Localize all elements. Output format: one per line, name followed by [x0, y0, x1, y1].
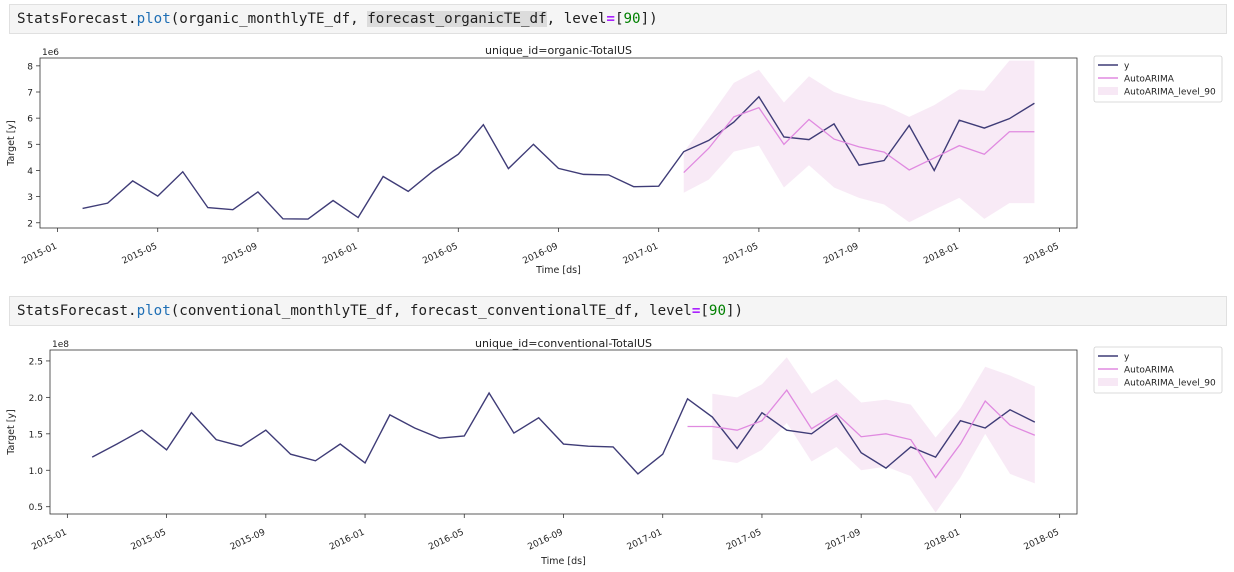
y-tick-label: 0.5 — [29, 503, 43, 513]
series-line-autoarima — [683, 106, 1035, 174]
x-tick-label: 2018-01 — [923, 528, 961, 553]
legend-label: AutoARIMA — [1124, 366, 1175, 376]
code-token: StatsForecast — [17, 303, 129, 319]
code-token: 90 — [623, 11, 641, 27]
x-tick-label: 2017-09 — [822, 242, 861, 267]
chart-title: unique_id=conventional-TotalUS — [475, 337, 652, 350]
legend-label: AutoARIMA_level_90 — [1124, 88, 1216, 98]
chart-conventional-svg: unique_id=conventional-TotalUS 1e8 0.5 1.0 1… — [6, 337, 1223, 567]
code-token: = — [606, 11, 615, 27]
x-axis-label: Time [ds] — [540, 556, 586, 567]
series-line-y — [82, 95, 1035, 220]
legend-box — [1093, 346, 1223, 394]
y-axis-label: Target [y] — [6, 120, 17, 166]
y-tick-label: 3 — [27, 193, 33, 203]
x-tick-label: 2017-09 — [824, 528, 863, 553]
x-tick-label: 2015-05 — [121, 242, 159, 267]
legend-box — [1093, 55, 1223, 103]
code-token: = — [691, 303, 701, 319]
y-tick-label: 4 — [27, 167, 33, 177]
x-tick-label: 2015-09 — [229, 528, 268, 553]
code-token: plot — [136, 303, 171, 319]
x-tick-label: 2016-09 — [521, 242, 560, 267]
x-tick-label: 2017-01 — [626, 528, 664, 553]
x-tick-label: 2018-05 — [1023, 528, 1061, 553]
x-tick-label: 2016-09 — [526, 528, 565, 553]
y-tick-label: 2 — [27, 219, 33, 229]
code-token: forecast_organicTE_df — [367, 11, 547, 27]
x-tick-label: 2018-01 — [922, 242, 960, 267]
y-tick-label: 7 — [27, 89, 33, 99]
axis-offset-text: 1e8 — [52, 340, 69, 350]
chart-organic-svg: unique_id=organic-TotalUS 1e6 2 3 4 5 6 7 8 2015-… — [6, 44, 1223, 276]
series-line-autoarima — [687, 388, 1036, 479]
legend-label: y — [1124, 353, 1130, 363]
confidence-band-level-90 — [683, 60, 1035, 223]
axis-offset-text: 1e6 — [42, 48, 59, 58]
legend-swatch-band — [1098, 87, 1118, 95]
chart-title: unique_id=organic-TotalUS — [485, 44, 632, 57]
legend-label: AutoARIMA_level_90 — [1124, 379, 1216, 389]
x-tick-label: 2018-05 — [1022, 242, 1060, 267]
y-tick-label: 5 — [27, 141, 33, 151]
code-cell-2[interactable]: StatsForecast.plot(conventional_monthlyT… — [9, 296, 1227, 326]
code-cell-1[interactable]: StatsForecast.plot(organic_monthlyTE_df,… — [9, 4, 1227, 34]
code-token: StatsForecast — [17, 11, 129, 27]
x-tick-label: 2015-01 — [30, 528, 68, 553]
series-line-y — [91, 391, 1036, 475]
code-token: (conventional_monthlyTE_df, forecast_con… — [170, 303, 692, 319]
x-tick-label: 2015-01 — [20, 242, 58, 267]
x-tick-label: 2015-05 — [130, 528, 168, 553]
y-tick-label: 2.5 — [29, 357, 43, 367]
x-tick-label: 2017-01 — [622, 242, 660, 267]
code-token: [ — [614, 11, 624, 27]
code-token: , level — [546, 11, 607, 27]
x-tick-label: 2017-05 — [725, 528, 763, 553]
y-tick-label: 6 — [27, 115, 33, 125]
x-tick-label: 2016-05 — [421, 242, 459, 267]
y-tick-label: 1.5 — [29, 430, 43, 440]
code-token: ]) — [726, 303, 744, 319]
x-axis-label: Time [ds] — [535, 265, 581, 276]
y-tick-label: 2.0 — [29, 394, 44, 404]
x-tick-label: 2016-01 — [328, 528, 366, 553]
y-axis-label: Target [y] — [6, 409, 17, 455]
code-token: . — [128, 11, 137, 27]
y-tick-label: 8 — [27, 62, 33, 72]
legend-label: y — [1124, 62, 1130, 72]
code-token: ]) — [640, 11, 658, 27]
legend-swatch-band — [1098, 378, 1118, 386]
code-token: plot — [136, 11, 171, 27]
chart-conventional: unique_id=conventional-TotalUS 1e8 0.5 1.0 1… — [0, 334, 1234, 568]
code-token: . — [128, 303, 137, 319]
code-token: [ — [700, 303, 709, 319]
x-tick-label: 2017-05 — [722, 242, 760, 267]
code-token: 90 — [708, 303, 726, 319]
x-tick-label: 2016-01 — [321, 242, 359, 267]
chart-organic: unique_id=organic-TotalUS 1e6 2 3 4 5 6 7 8 2015-… — [0, 40, 1234, 290]
y-tick-label: 1.0 — [29, 467, 44, 477]
x-tick-label: 2015-09 — [221, 242, 260, 267]
legend-label: AutoARIMA — [1124, 75, 1175, 85]
code-token: (organic_monthlyTE_df, — [170, 11, 368, 27]
x-tick-label: 2016-05 — [427, 528, 465, 553]
